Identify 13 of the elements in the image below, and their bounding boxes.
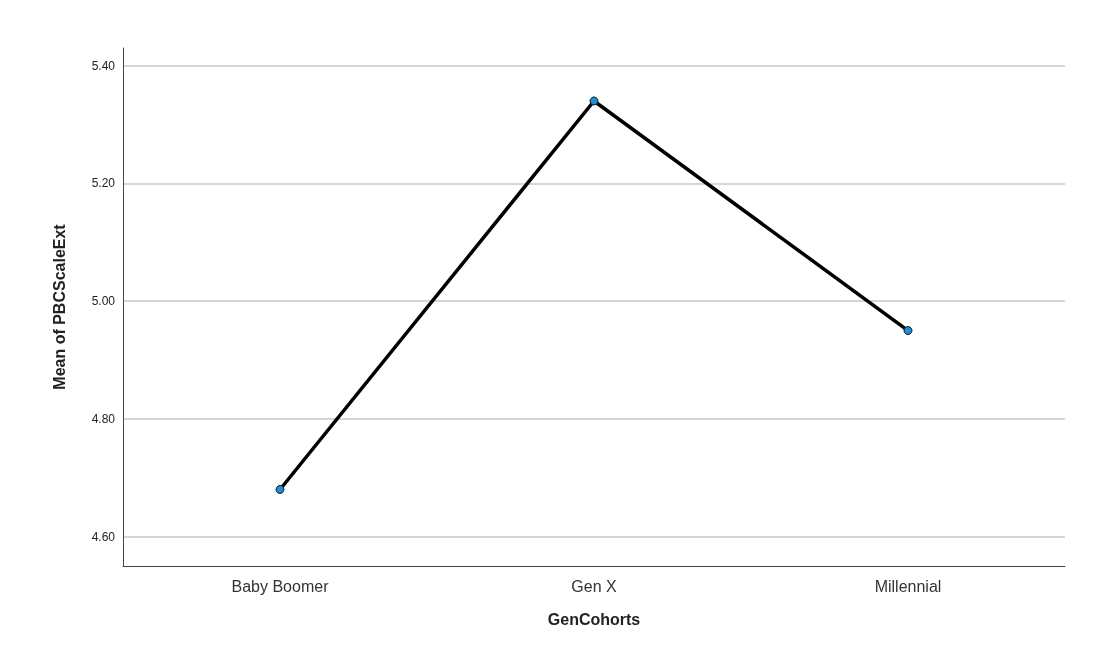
point	[275, 484, 285, 494]
x-tick-label: Millennial	[874, 577, 942, 595]
x-tick-label: Gen X	[571, 577, 618, 595]
y-axis-title: Mean of PBCScaleExt	[50, 223, 68, 390]
y-tick-label: 4.60	[91, 529, 116, 544]
x-tick-label: Baby Boomer	[231, 577, 330, 595]
y-tick-label: 4.80	[91, 411, 116, 426]
y-tick-label: 5.20	[91, 176, 116, 191]
point	[903, 326, 913, 336]
point	[589, 96, 599, 106]
y-tick-label: 5.00	[91, 294, 116, 309]
x-axis-title: GenCohorts	[547, 610, 641, 628]
y-tick-label: 5.40	[91, 58, 116, 73]
